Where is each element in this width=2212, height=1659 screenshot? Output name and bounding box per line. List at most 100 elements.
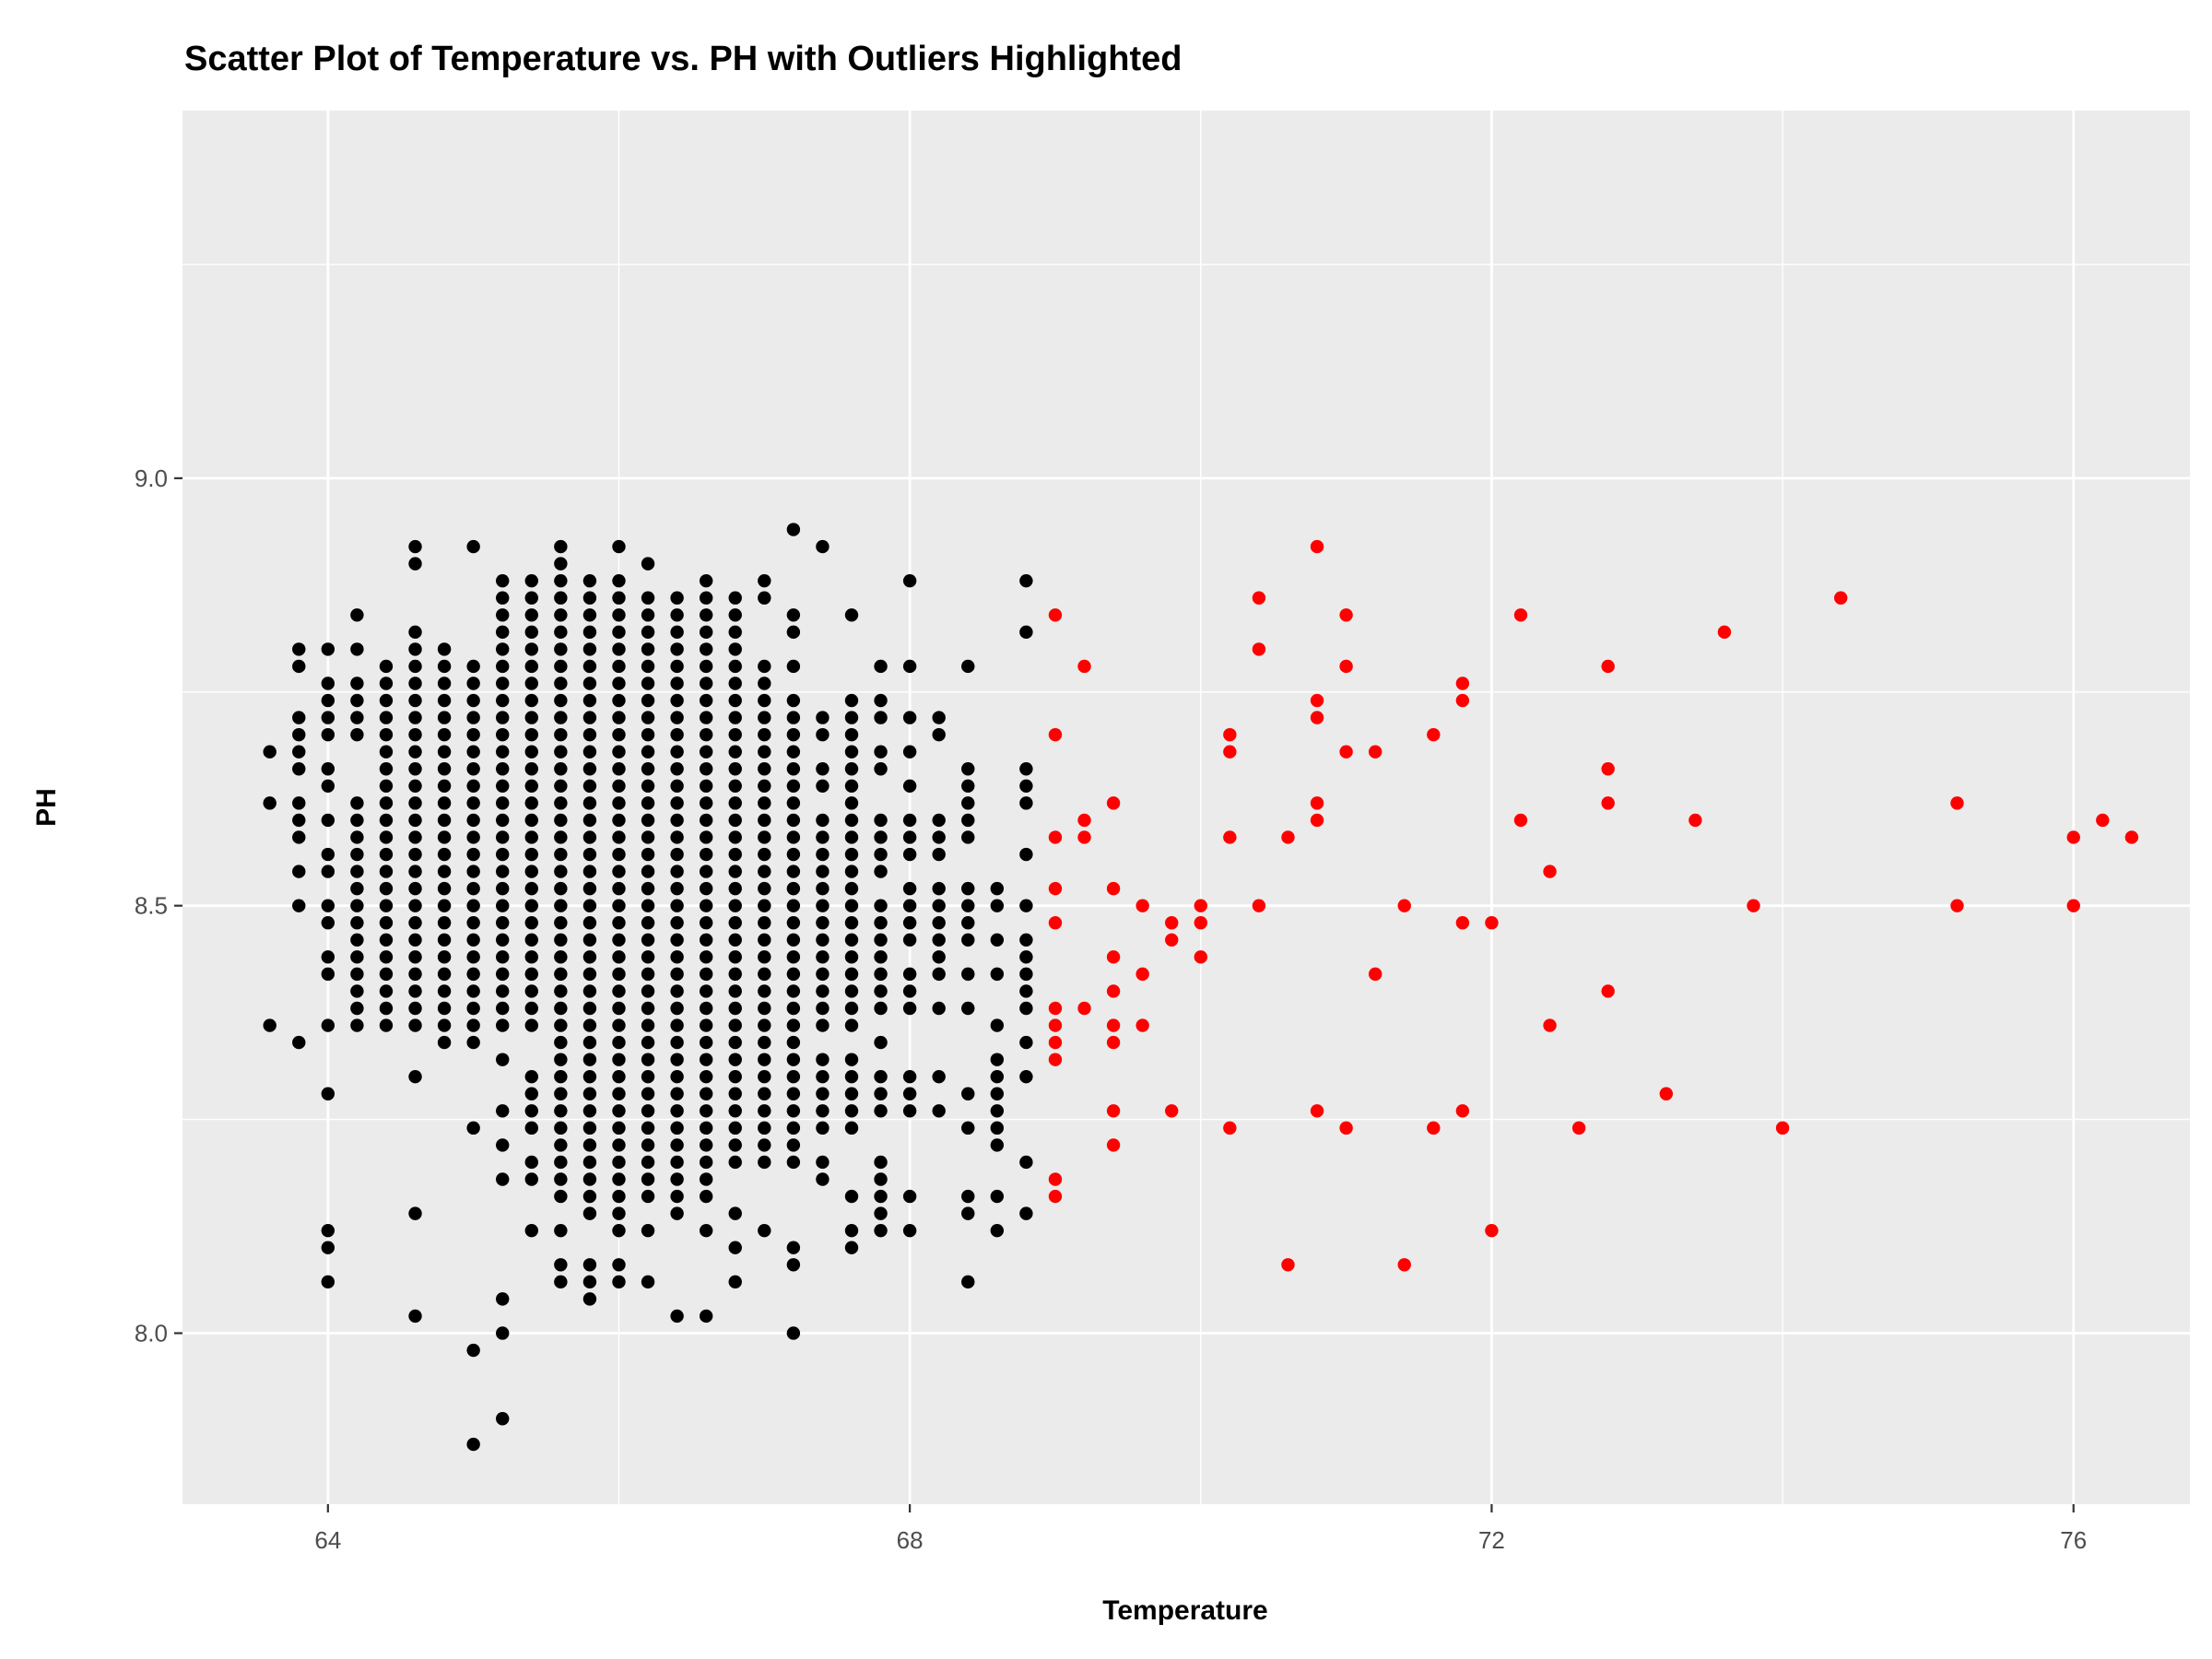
data-point <box>699 881 713 896</box>
data-point <box>902 813 917 828</box>
outlier-point <box>1455 693 1470 708</box>
data-point <box>554 1087 568 1100</box>
data-point <box>902 830 917 844</box>
data-point <box>554 967 568 982</box>
outlier-point <box>1310 539 1324 554</box>
data-point <box>844 762 859 776</box>
data-point <box>670 779 684 794</box>
data-point <box>554 573 568 588</box>
data-point <box>961 933 975 947</box>
data-point <box>612 727 626 742</box>
data-point <box>728 1241 742 1254</box>
data-point <box>466 779 480 794</box>
data-point <box>670 1053 684 1066</box>
data-point <box>758 693 771 708</box>
outlier-point <box>1135 967 1149 982</box>
outlier-point <box>1106 1018 1121 1032</box>
data-point <box>1019 899 1033 912</box>
data-point <box>699 1309 713 1324</box>
data-point <box>496 677 510 690</box>
data-point <box>874 1172 888 1186</box>
data-point <box>437 745 452 759</box>
data-point <box>990 1053 1005 1066</box>
data-point <box>408 727 422 742</box>
data-point <box>670 1069 684 1084</box>
data-point <box>902 847 917 862</box>
data-point <box>990 1121 1005 1135</box>
data-point <box>496 916 510 930</box>
data-point <box>902 967 917 982</box>
data-point <box>728 881 742 896</box>
data-point <box>612 1121 626 1135</box>
data-point <box>641 865 655 878</box>
data-point <box>786 1326 801 1340</box>
data-point <box>990 1138 1005 1152</box>
data-point <box>321 711 335 724</box>
data-point <box>670 1138 684 1152</box>
data-point <box>816 881 830 896</box>
data-point <box>670 1172 684 1186</box>
data-point <box>582 693 597 708</box>
data-point <box>524 762 538 776</box>
data-point <box>816 1172 830 1186</box>
outlier-point <box>1310 813 1324 828</box>
data-point <box>408 779 422 794</box>
data-point <box>786 711 801 724</box>
data-point <box>408 711 422 724</box>
data-point <box>554 1121 568 1135</box>
data-point <box>758 677 771 690</box>
data-point <box>670 967 684 982</box>
data-point <box>786 1018 801 1032</box>
data-point <box>902 1069 917 1084</box>
data-point <box>670 1206 684 1220</box>
data-point <box>554 745 568 759</box>
data-point <box>786 865 801 878</box>
data-point <box>1019 933 1033 947</box>
data-point <box>844 779 859 794</box>
outlier-point <box>1106 1035 1121 1050</box>
data-point <box>612 711 626 724</box>
y-tick-label: 8.5 <box>135 892 168 920</box>
data-point <box>874 1223 888 1238</box>
data-point <box>379 779 394 794</box>
data-point <box>902 1189 917 1204</box>
data-point <box>786 881 801 896</box>
data-point <box>902 745 917 759</box>
outlier-point <box>1513 608 1528 622</box>
data-point <box>758 813 771 828</box>
data-point <box>582 1087 597 1100</box>
data-point <box>728 1138 742 1152</box>
data-point <box>437 762 452 776</box>
data-point <box>816 779 830 794</box>
data-point <box>496 967 510 982</box>
outlier-point <box>1427 1121 1441 1135</box>
data-point <box>728 916 742 930</box>
data-point <box>554 1155 568 1170</box>
data-point <box>728 899 742 912</box>
data-point <box>496 865 510 878</box>
data-point <box>902 711 917 724</box>
data-point <box>1019 779 1033 794</box>
data-point <box>641 1138 655 1152</box>
data-point <box>816 984 830 998</box>
data-point <box>466 659 480 674</box>
outlier-point <box>1339 659 1353 674</box>
data-point <box>699 899 713 912</box>
data-point <box>379 727 394 742</box>
data-point <box>612 950 626 964</box>
data-point <box>699 677 713 690</box>
outlier-point <box>2096 813 2110 828</box>
data-point <box>321 1241 335 1254</box>
data-point <box>292 830 306 844</box>
data-point <box>932 727 946 742</box>
data-point <box>379 1018 394 1032</box>
data-point <box>466 967 480 982</box>
data-point <box>379 865 394 878</box>
data-point <box>699 573 713 588</box>
data-point <box>641 950 655 964</box>
data-point <box>582 711 597 724</box>
data-point <box>844 745 859 759</box>
data-point <box>379 847 394 862</box>
data-point <box>758 1035 771 1050</box>
